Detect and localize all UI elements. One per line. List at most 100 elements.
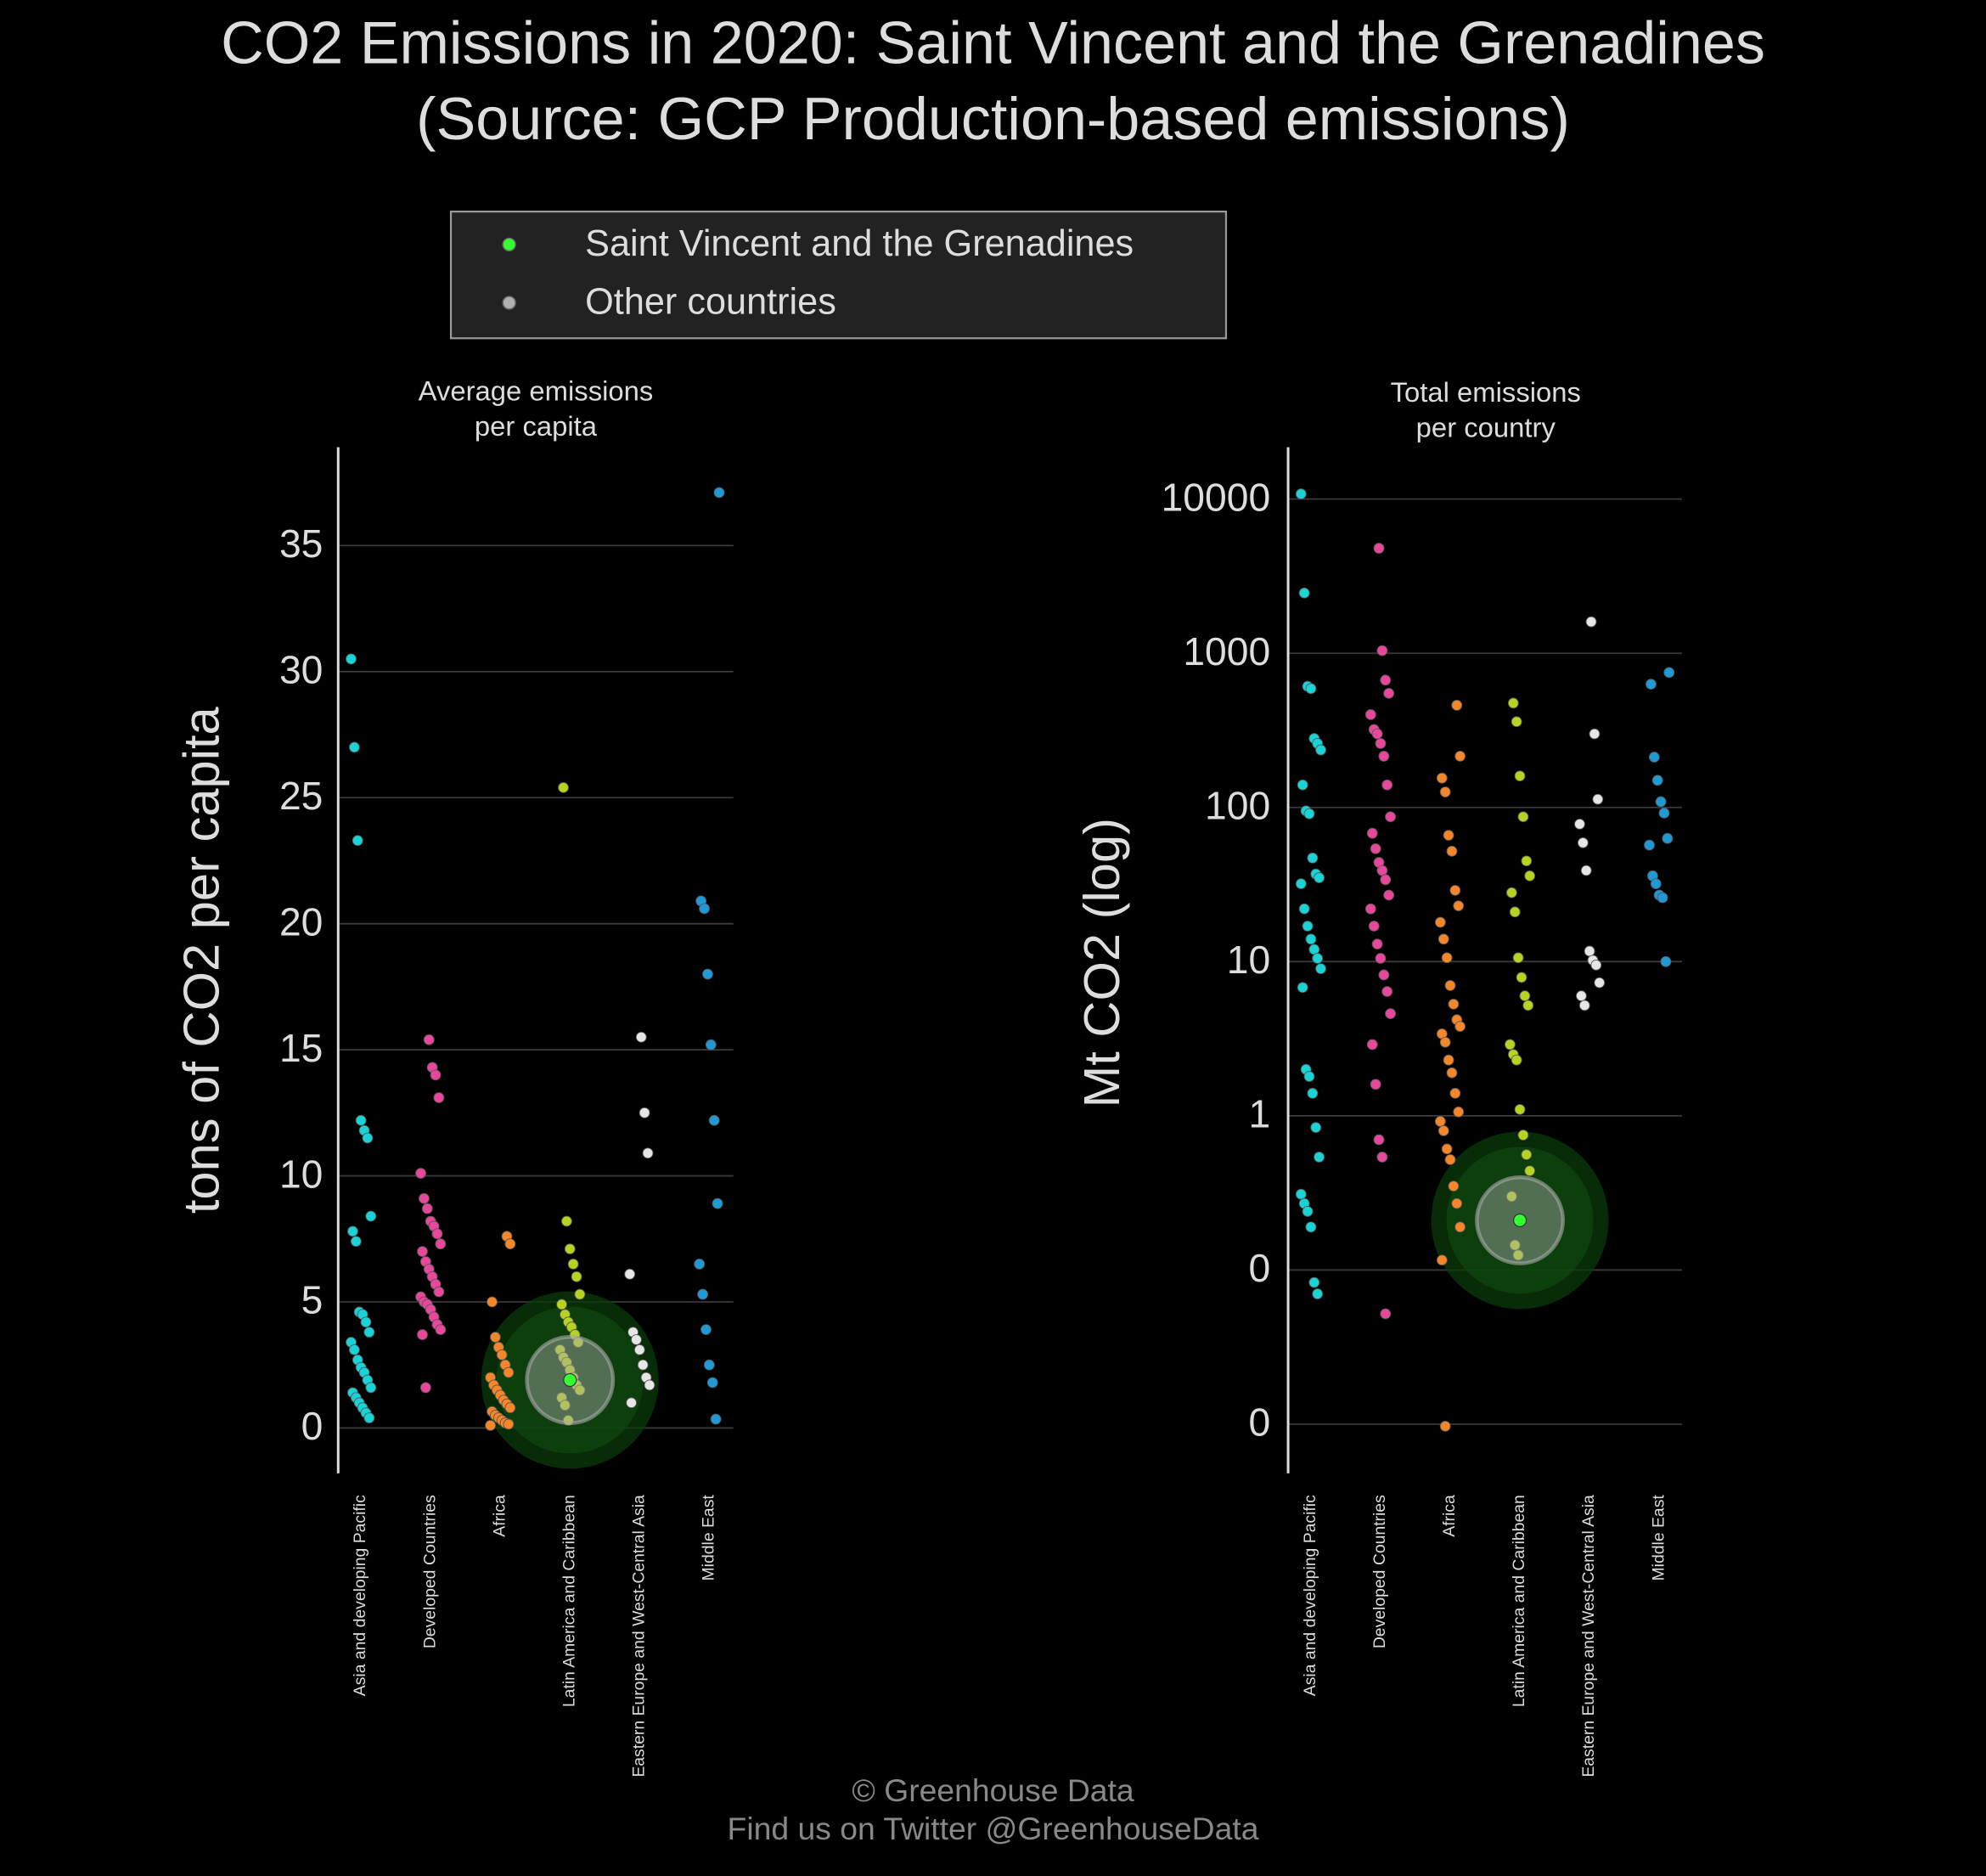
- data-point: [1436, 772, 1448, 784]
- data-point: [1509, 1239, 1521, 1251]
- data-point: [1385, 1008, 1397, 1019]
- y-axis-label: tons of CO2 per capita: [172, 706, 229, 1214]
- data-point: [1648, 752, 1660, 763]
- data-point: [1451, 700, 1463, 711]
- data-point: [1658, 807, 1670, 819]
- data-point: [712, 1197, 723, 1209]
- data-point: [1381, 986, 1393, 997]
- data-point: [556, 1299, 567, 1310]
- panel-title: Total emissions per country: [1390, 376, 1581, 444]
- data-point: [1381, 779, 1393, 791]
- data-point: [1517, 1130, 1529, 1141]
- data-point: [1376, 645, 1388, 656]
- data-point: [1651, 775, 1663, 786]
- x-tick-label: Asia and developing Pacific: [351, 1495, 369, 1696]
- data-point: [348, 1344, 360, 1355]
- data-point: [421, 1203, 433, 1214]
- data-point: [1315, 963, 1326, 975]
- data-point: [642, 1147, 654, 1159]
- data-point: [702, 968, 713, 980]
- data-point: [1368, 921, 1380, 932]
- data-point: [644, 1379, 655, 1391]
- x-tick-label: Eastern Europe and West-Central Asia: [629, 1495, 648, 1777]
- data-point: [1454, 1021, 1466, 1033]
- y-tick-label: 1: [1248, 1092, 1270, 1136]
- highlight-point: [563, 1372, 577, 1388]
- data-point: [1298, 587, 1310, 599]
- legend-marker: [502, 237, 516, 252]
- data-point: [346, 653, 357, 665]
- data-point: [1437, 1125, 1449, 1136]
- data-point: [1444, 980, 1456, 991]
- data-point: [1578, 1000, 1590, 1011]
- x-tick-label: Developed Countries: [420, 1495, 439, 1648]
- data-point: [699, 903, 710, 915]
- data-point: [1662, 832, 1674, 844]
- data-point: [1448, 1180, 1460, 1192]
- data-point: [631, 1334, 642, 1345]
- data-point: [637, 1359, 649, 1371]
- data-point: [503, 1418, 515, 1430]
- legend-box: [449, 210, 1228, 340]
- data-point: [1590, 959, 1602, 971]
- data-point: [1370, 1079, 1381, 1090]
- data-point: [1439, 1036, 1451, 1048]
- data-point: [574, 1288, 586, 1300]
- x-tick-label: Latin America and Caribbean: [1510, 1495, 1528, 1707]
- data-point: [1314, 872, 1325, 883]
- data-point: [1514, 1103, 1526, 1115]
- data-point: [1575, 990, 1587, 1002]
- data-point: [1505, 1191, 1517, 1203]
- data-point: [1310, 1122, 1322, 1134]
- data-point: [1305, 683, 1317, 695]
- data-point: [423, 1034, 435, 1045]
- data-point: [1448, 998, 1460, 1010]
- data-point: [1312, 1288, 1324, 1299]
- x-tick-label: Asia and developing Pacific: [1301, 1495, 1319, 1696]
- data-point: [435, 1238, 447, 1250]
- data-point: [433, 1092, 445, 1103]
- data-point: [1380, 674, 1392, 686]
- data-point: [1577, 837, 1589, 848]
- data-point: [1314, 1152, 1325, 1163]
- data-point: [1307, 1087, 1319, 1099]
- data-point: [1507, 697, 1519, 709]
- data-point: [1646, 679, 1657, 690]
- data-point: [1655, 796, 1667, 808]
- data-point: [1370, 842, 1381, 854]
- data-point: [1307, 852, 1319, 864]
- data-point: [1512, 1249, 1524, 1261]
- highlight-point: [1512, 1213, 1527, 1227]
- data-point: [1295, 878, 1307, 890]
- data-point: [1589, 728, 1601, 740]
- data-point: [433, 1286, 445, 1298]
- data-point: [503, 1366, 515, 1378]
- y-tick-label: 100: [1205, 783, 1270, 827]
- footer-line: © Greenhouse Data: [852, 1773, 1134, 1810]
- data-point: [705, 1039, 717, 1051]
- data-point: [1434, 1116, 1446, 1127]
- data-point: [1584, 945, 1595, 957]
- data-point: [710, 1413, 722, 1425]
- data-point: [1385, 811, 1397, 823]
- y-tick-label: 20: [279, 899, 323, 944]
- data-point: [1580, 865, 1592, 876]
- data-point: [485, 1420, 497, 1431]
- data-point: [1441, 952, 1453, 964]
- data-point: [363, 1327, 375, 1338]
- data-point: [1574, 818, 1585, 830]
- panel-title: Average emissions per capita: [418, 375, 654, 442]
- data-point: [430, 1069, 442, 1081]
- data-point: [1663, 667, 1675, 679]
- data-point: [1522, 1000, 1534, 1011]
- data-point: [1371, 728, 1383, 740]
- data-point: [504, 1238, 516, 1250]
- data-point: [1308, 1276, 1320, 1288]
- data-point: [1295, 1188, 1307, 1200]
- data-point: [1375, 738, 1387, 749]
- data-point: [348, 741, 360, 753]
- data-point: [558, 781, 569, 793]
